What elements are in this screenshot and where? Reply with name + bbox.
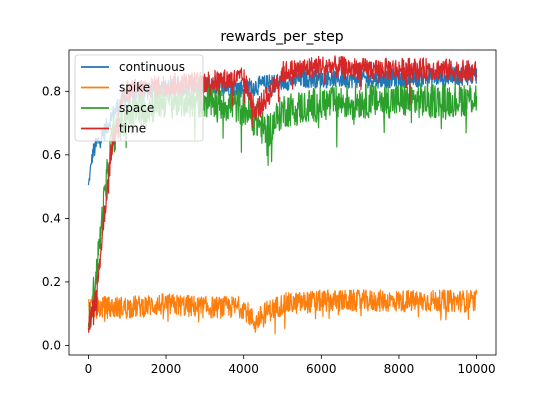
axes-frame (68, 49, 497, 356)
x-tick-label: 0 (85, 362, 93, 376)
legend-label-spike: spike (119, 81, 150, 95)
legend-label-time: time (119, 122, 146, 136)
y-tick-label: 0.8 (42, 84, 61, 98)
x-tick-label: 4000 (228, 362, 259, 376)
legend-label-space: space (119, 101, 154, 115)
series-line-spike (87, 289, 478, 335)
chart-title: rewards_per_step (220, 29, 343, 45)
y-tick-label: 0.0 (42, 338, 61, 352)
legend-label-continuous: continuous (119, 60, 185, 74)
y-tick-label: 0.2 (42, 275, 61, 289)
y-tick-label: 0.6 (42, 148, 61, 162)
x-tick-label: 6000 (306, 362, 337, 376)
y-tick-label: 0.4 (42, 211, 61, 225)
axes: 0 2000 4000 6000 8000 10000 0.0 0.2 0.4 0.6 0.8 (42, 49, 497, 376)
legend-box (74, 54, 204, 142)
x-tick-label: 2000 (151, 362, 182, 376)
x-tick-label: 10000 (457, 362, 495, 376)
x-tick-label: 8000 (384, 362, 415, 376)
legend: continuous spike space time (74, 54, 204, 142)
